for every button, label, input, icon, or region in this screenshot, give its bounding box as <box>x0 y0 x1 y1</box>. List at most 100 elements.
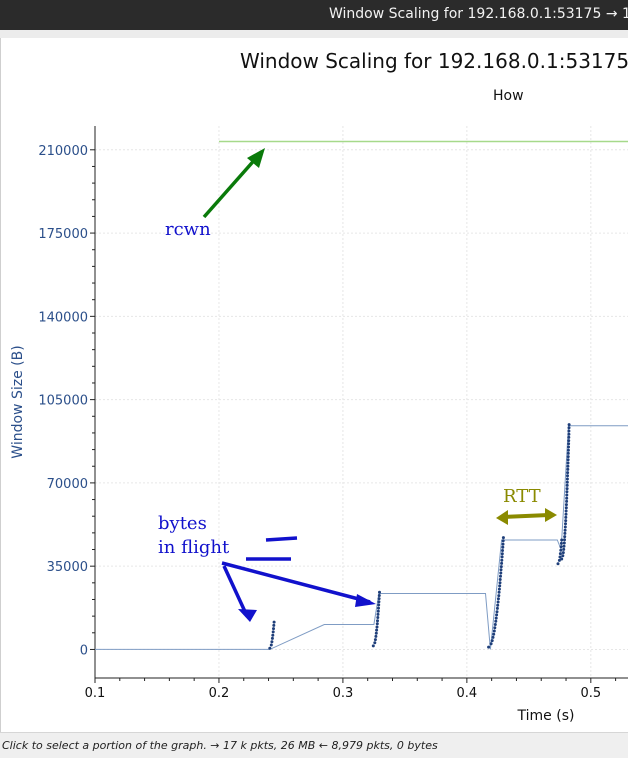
bytes-in-flight-point <box>501 539 505 543</box>
bytes-in-flight-point <box>565 490 569 494</box>
bytes-in-flight-point <box>496 597 500 601</box>
bytes-in-flight-point <box>501 545 505 549</box>
x-tick-label: 0.2 <box>209 686 230 701</box>
bytes-in-flight-point <box>375 625 379 629</box>
bytes-in-flight-point <box>564 515 568 519</box>
bytes-in-flight-point <box>566 471 570 475</box>
bytes-in-flight-point <box>376 616 380 619</box>
bytes-in-flight-point <box>492 629 496 633</box>
x-tick-label: 0.4 <box>457 686 478 701</box>
bytes-in-flight-point <box>567 423 571 427</box>
annotation-bytes: bytes <box>158 513 207 534</box>
bytes-in-flight-point <box>373 641 377 645</box>
bytes-in-flight-point <box>560 557 564 561</box>
bytes-in-flight-point <box>499 565 503 569</box>
bytes-in-flight-point <box>559 548 563 552</box>
graph-subtitle: How <box>493 88 524 104</box>
bytes-in-flight-point <box>566 455 570 459</box>
bytes-in-flight-point <box>371 644 375 648</box>
y-tick-label: 105000 <box>38 394 88 409</box>
bytes-in-flight-point <box>561 554 565 558</box>
bytes-in-flight-point <box>271 630 275 634</box>
bytes-in-flight-point <box>501 542 505 546</box>
bytes-in-flight-point <box>498 578 502 581</box>
window-titlebar: Window Scaling for 192.168.0.1:53175 → 1… <box>0 0 628 30</box>
bytes-in-flight-point <box>501 549 504 552</box>
bytes-in-flight-point <box>492 632 496 636</box>
bytes-in-flight-point <box>271 633 275 637</box>
bytes-in-flight-point <box>566 451 570 455</box>
bytes-in-flight-point <box>566 448 570 452</box>
bif-dash-1 <box>265 536 298 542</box>
bif-arrow-shaft-down <box>222 565 249 617</box>
bytes-in-flight-point <box>565 483 569 487</box>
bif-arrow-shaft-right <box>221 561 371 604</box>
graph-title: Window Scaling for 192.168.0.1:53175 → <box>240 49 628 73</box>
y-tick-label: 210000 <box>38 144 88 159</box>
bytes-in-flight-point <box>272 620 276 624</box>
rtt-arrow-head-right <box>545 508 557 522</box>
bytes-in-flight-point <box>558 555 562 559</box>
bytes-in-flight-point <box>566 461 570 465</box>
bytes-in-flight-point <box>564 512 568 516</box>
bytes-in-flight-point <box>567 439 571 443</box>
bytes-in-flight-point <box>559 541 563 545</box>
graph-canvas[interactable] <box>0 38 628 732</box>
bytes-in-flight-point <box>377 600 381 604</box>
bytes-in-flight-point <box>567 435 571 439</box>
bytes-in-flight-point <box>497 590 501 594</box>
y-tick-label: 70000 <box>47 477 88 492</box>
status-text: Click to select a portion of the graph. … <box>2 739 438 752</box>
bytes-in-flight-point <box>565 499 569 503</box>
rcwn-arrow-head <box>247 148 265 168</box>
bytes-in-flight-point <box>564 503 568 507</box>
bytes-in-flight-point <box>565 487 569 491</box>
bytes-in-flight-point <box>567 432 571 436</box>
bytes-in-flight-point <box>565 480 569 484</box>
bytes-in-flight-point <box>496 603 500 607</box>
bytes-in-flight-point <box>567 442 571 446</box>
bytes-in-flight-point <box>495 610 499 614</box>
y-axis-label: Window Size (B) <box>10 345 26 458</box>
bytes-in-flight-point <box>563 525 567 529</box>
window-title: Window Scaling for 192.168.0.1:53175 → 1… <box>329 6 628 22</box>
bytes-in-flight-point <box>566 467 570 471</box>
bytes-in-flight-point <box>563 528 567 532</box>
bytes-in-flight-point <box>566 464 570 468</box>
bytes-in-flight-point <box>500 561 504 565</box>
bytes-in-flight-point <box>567 426 571 430</box>
bytes-in-flight-point <box>499 574 502 578</box>
bytes-in-flight-point <box>495 606 499 610</box>
bytes-in-flight-point <box>566 474 569 478</box>
bytes-in-flight-point <box>564 519 568 523</box>
bif-arrow-head-down <box>238 609 257 622</box>
toolbar-gap <box>0 30 628 38</box>
annotation-rcwn: rcwn <box>165 219 211 240</box>
bytes-in-flight-point <box>376 619 379 623</box>
bytes-in-flight-point <box>566 458 570 462</box>
bytes-in-flight-point <box>564 522 567 526</box>
bytes-in-flight-point <box>487 645 491 649</box>
rtt-arrow-shaft <box>502 513 550 519</box>
bytes-in-flight-point <box>270 640 274 644</box>
bytes-in-flight-point <box>559 545 563 549</box>
y-tick-label: 0 <box>80 643 88 658</box>
bytes-in-flight-point <box>565 477 569 481</box>
bytes-in-flight-point <box>375 622 379 626</box>
bytes-in-flight-point <box>562 541 566 545</box>
bytes-in-flight-point <box>500 552 504 556</box>
annotation-rtt: RTT <box>503 486 541 507</box>
rcwn-arrow-shaft <box>202 154 260 219</box>
y-tick-label: 175000 <box>38 227 88 242</box>
status-bar: Click to select a portion of the graph. … <box>0 732 628 758</box>
bytes-in-flight-point <box>565 493 569 497</box>
bytes-in-flight-point <box>498 584 502 588</box>
bif-arrow-head-right <box>355 594 376 607</box>
bytes-in-flight-point <box>564 506 568 510</box>
rtt-arrow-head-left <box>496 510 508 525</box>
bytes-in-flight-point <box>563 535 567 539</box>
bytes-in-flight-point <box>490 639 494 643</box>
bytes-in-flight-point <box>272 623 276 627</box>
bytes-in-flight-point <box>563 538 566 542</box>
